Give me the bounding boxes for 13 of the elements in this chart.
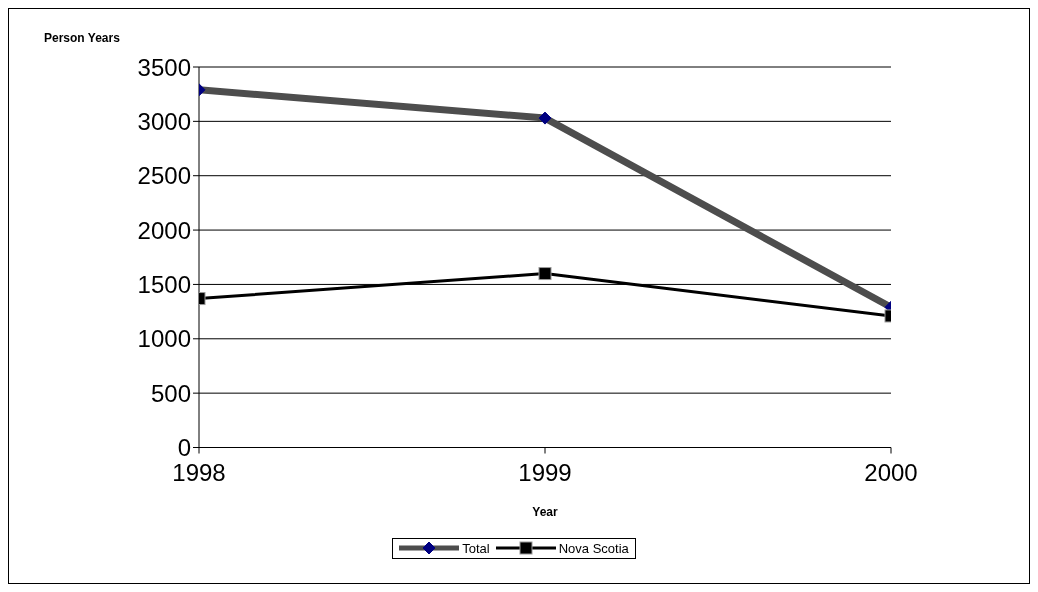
- x-tick-label: 2000: [864, 458, 918, 486]
- y-tick-label: 2000: [137, 216, 191, 244]
- y-tick-label: 2500: [137, 162, 191, 190]
- y-tick-label: 3000: [137, 107, 191, 135]
- y-tick-label: 1000: [137, 325, 191, 353]
- legend-label: Total: [462, 540, 490, 556]
- legend-label: Nova Scotia: [558, 540, 629, 556]
- y-axis-title: Person Years: [44, 31, 120, 45]
- x-tick-label: 1999: [518, 458, 572, 486]
- x-axis-title: Year: [532, 504, 559, 519]
- y-tick-label: 1500: [137, 270, 191, 298]
- y-tick-label: 500: [150, 379, 191, 407]
- y-tick-label: 3500: [137, 53, 191, 81]
